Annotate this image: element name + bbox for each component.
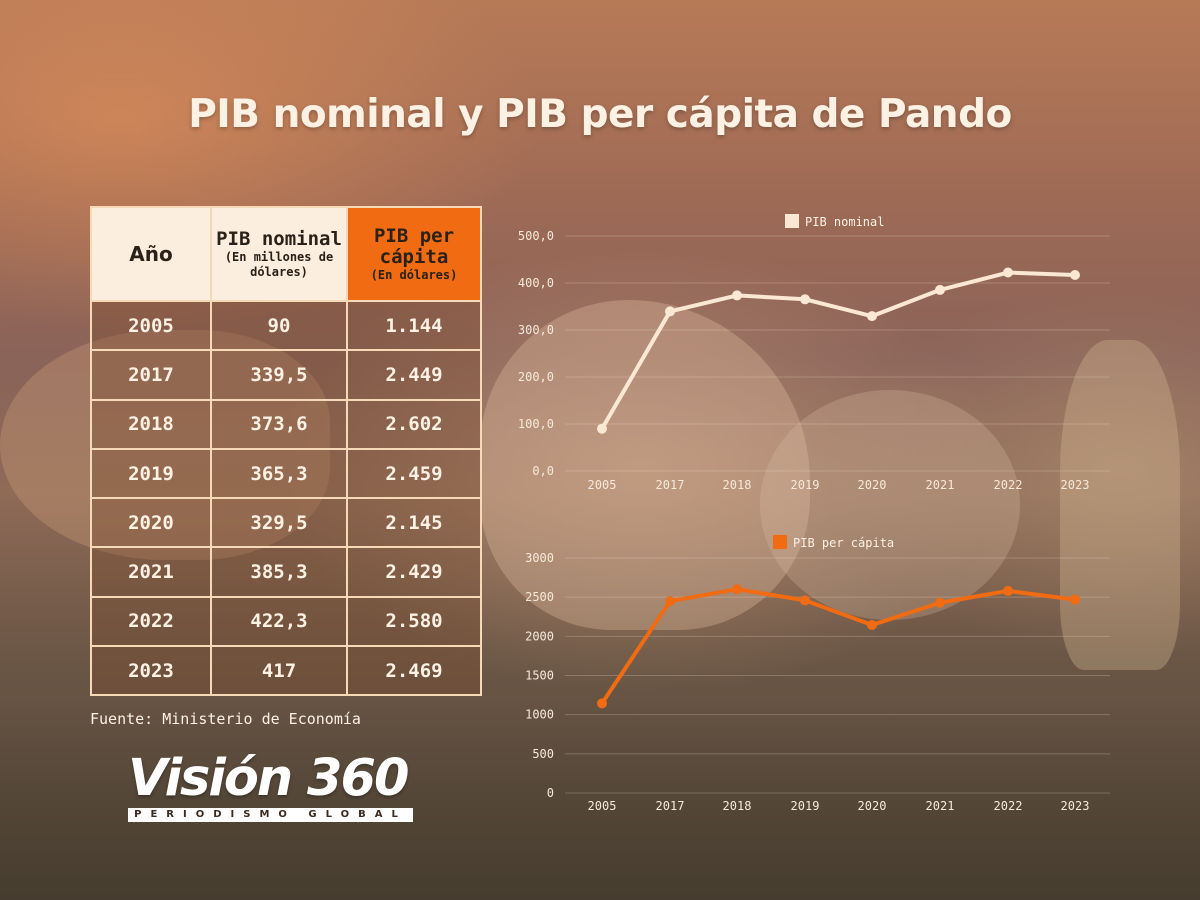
logo-tagline: PERIODISMO GLOBAL [128,808,413,822]
y-tick-label: 400,0 [518,276,554,290]
data-point [867,619,877,630]
cell-nominal: 385,3 [210,546,348,598]
x-tick-label: 2019 [791,799,820,813]
cell-year: 2018 [90,398,212,450]
table-row: 2023 417 2.469 [90,645,482,697]
header-nominal: PIB nominal (En millones de dólares) [210,206,348,302]
header-nominal-label: PIB nominal [216,227,342,250]
x-tick-label: 2022 [994,478,1023,492]
legend-swatch [785,214,799,228]
data-point [1003,267,1013,278]
data-point [597,698,607,709]
series-line-per_capita [600,587,1076,705]
table-row: 2017 339,5 2.449 [90,349,482,401]
cell-nominal: 90 [210,299,348,352]
table-row: 2020 329,5 2.145 [90,497,482,549]
data-point [732,290,742,301]
cell-year: 2020 [90,497,212,549]
x-tick-label: 2017 [656,478,685,492]
x-tick-label: 2020 [858,478,887,492]
x-tick-label: 2020 [858,799,887,813]
data-point [800,595,810,606]
legend-swatch [773,535,787,549]
logo: Visión 360 PERIODISMO GLOBAL [128,752,413,822]
header-year: Año [90,206,212,302]
table-header-row: Año PIB nominal (En millones de dólares)… [90,206,482,302]
cell-nominal: 373,6 [210,398,348,450]
data-point [935,284,945,295]
cell-year: 2019 [90,447,212,500]
header-nominal-unit: (En millones de dólares) [224,249,334,279]
logo-wordmark: Visión 360 [128,749,409,808]
legend-label: PIB per cápita [793,536,894,550]
cell-per-capita: 2.602 [346,398,482,450]
series-line-nominal [600,270,1076,430]
y-tick-label: 2000 [525,629,554,643]
cell-nominal: 417 [210,645,348,697]
header-per-capita-unit: (En dólares) [370,267,458,282]
data-table: Año PIB nominal (En millones de dólares)… [90,206,482,697]
x-tick-label: 2022 [994,799,1023,813]
cell-year: 2023 [90,645,212,697]
table-row: 2022 422,3 2.580 [90,595,482,648]
data-point [1003,585,1013,596]
y-tick-label: 3000 [525,551,554,565]
data-point [800,294,810,305]
cell-nominal: 329,5 [210,497,348,549]
data-point [867,311,877,322]
y-tick-label: 2500 [525,590,554,604]
y-tick-label: 1000 [525,708,554,722]
data-point [1070,594,1080,605]
cell-nominal: 339,5 [210,349,348,401]
y-tick-label: 300,0 [518,323,554,337]
y-tick-label: 500 [532,747,554,761]
y-tick-label: 500,0 [518,229,554,243]
header-per-capita: PIB per cápita (En dólares) [346,206,482,302]
cell-per-capita: 2.580 [346,595,482,648]
header-per-capita-label: PIB per cápita [373,224,455,268]
cell-per-capita: 2.429 [346,546,482,598]
x-tick-label: 2023 [1061,478,1090,492]
data-point [1070,270,1080,281]
data-point [665,306,675,317]
y-tick-label: 0 [547,786,554,800]
cell-year: 2022 [90,595,212,648]
x-tick-label: 2018 [723,799,752,813]
y-tick-label: 100,0 [518,417,554,431]
x-tick-label: 2018 [723,478,752,492]
x-tick-label: 2017 [656,799,685,813]
cell-per-capita: 2.145 [346,497,482,549]
x-tick-label: 2005 [588,799,617,813]
table-row: 2005 90 1.144 [90,299,482,352]
table-row: 2019 365,3 2.459 [90,447,482,500]
cell-per-capita: 1.144 [346,299,482,352]
cell-nominal: 422,3 [210,595,348,648]
data-point [732,584,742,595]
legend-label: PIB nominal [805,215,884,229]
x-tick-label: 2019 [791,478,820,492]
cell-year: 2005 [90,299,212,352]
y-tick-label: 0,0 [532,464,554,478]
cell-year: 2021 [90,546,212,598]
cell-per-capita: 2.469 [346,645,482,697]
x-tick-label: 2021 [926,799,955,813]
x-tick-label: 2021 [926,478,955,492]
cell-year: 2017 [90,349,212,401]
y-tick-label: 1500 [525,669,554,683]
cell-per-capita: 2.449 [346,349,482,401]
x-tick-label: 2005 [588,478,617,492]
cell-nominal: 365,3 [210,447,348,500]
table-row: 2021 385,3 2.429 [90,546,482,598]
data-point [935,597,945,608]
x-tick-label: 2023 [1061,799,1090,813]
table-row: 2018 373,6 2.602 [90,398,482,450]
data-point [597,423,607,434]
y-tick-label: 200,0 [518,370,554,384]
data-point [665,596,675,607]
page-title: PIB nominal y PIB per cápita de Pando [188,92,1012,137]
cell-per-capita: 2.459 [346,447,482,500]
source-note: Fuente: Ministerio de Economía [90,710,361,728]
